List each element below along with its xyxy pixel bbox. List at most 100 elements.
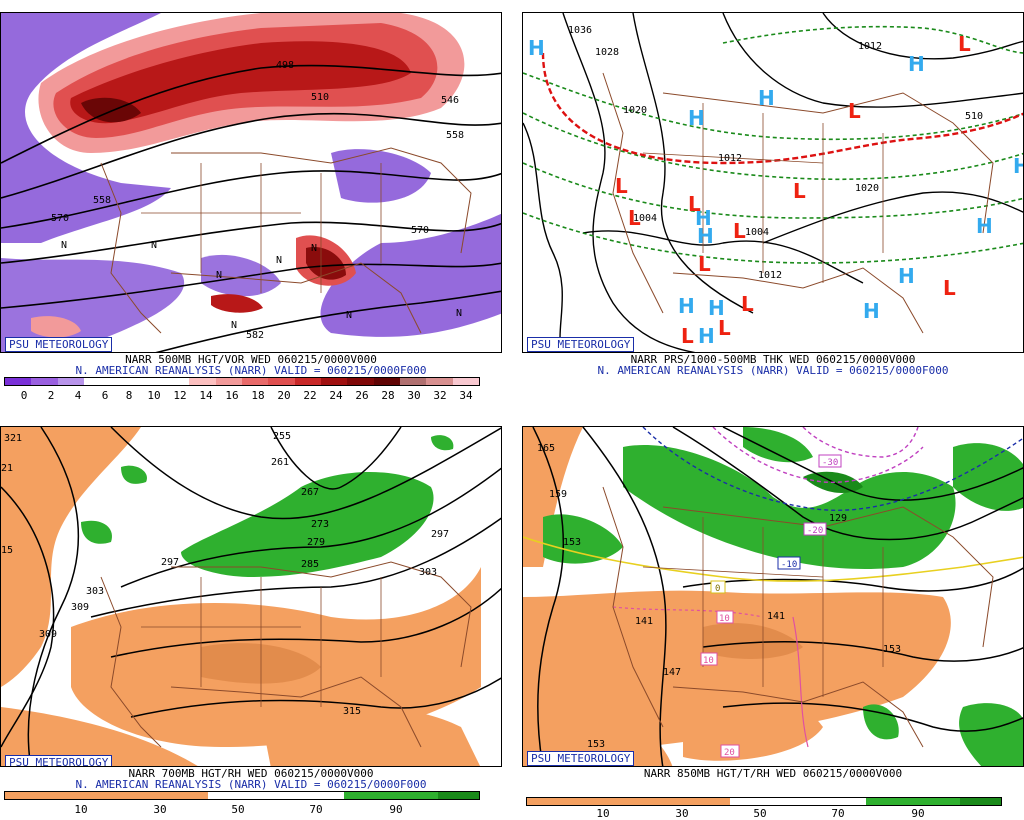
- high-pressure-marker: H: [678, 294, 695, 318]
- rh-colorbar: [4, 791, 480, 800]
- colorbar-tick: 0: [20, 389, 28, 402]
- svg-text:-20: -20: [807, 526, 823, 536]
- high-pressure-marker: H: [695, 206, 712, 230]
- low-pressure-marker: L: [688, 192, 701, 216]
- low-pressure-marker: L: [628, 206, 641, 230]
- contour-label: 303: [86, 586, 104, 597]
- high-pressure-marker: H: [697, 224, 714, 248]
- temp-label: -30: [818, 454, 842, 468]
- brand-label: PSU METEOROLOGY: [527, 751, 635, 766]
- colorbar-tick: 4: [74, 389, 82, 402]
- colorbar-tick: 26: [355, 389, 369, 402]
- high-pressure-marker: H: [976, 214, 993, 238]
- contour-label: 315: [343, 706, 361, 717]
- contour-label: 165: [537, 443, 555, 454]
- vort-marker: N: [276, 255, 282, 266]
- contour-label: 570: [411, 225, 429, 236]
- contour-label: 498: [276, 60, 294, 71]
- contour-label: 1028: [595, 47, 619, 58]
- contour-label: 558: [93, 195, 111, 206]
- low-pressure-marker: L: [698, 252, 711, 276]
- vort-marker: N: [61, 240, 67, 251]
- panel-850mb-t-rh: 165 159 153 129 141 141 147 153 153 -30 …: [522, 414, 1024, 820]
- svg-text:10: 10: [719, 614, 730, 624]
- colorbar-tick: 12: [173, 389, 187, 402]
- colorbar-tick: 18: [251, 389, 265, 402]
- low-pressure-marker: L: [681, 324, 694, 348]
- contour-label: 147: [663, 667, 681, 678]
- rh850-map-graphic: 165 159 153 129 141 141 147 153 153 -30 …: [523, 427, 1023, 766]
- map-700mb-rh: 321 255 261 21 267 273 279 15 285 297 29…: [0, 426, 502, 767]
- contour-label: 15: [1, 545, 13, 556]
- high-pressure-marker: H: [698, 324, 715, 348]
- contour-label: 153: [563, 537, 581, 548]
- low-pressure-marker: L: [733, 219, 746, 243]
- colorbar-tick: 10: [596, 807, 610, 820]
- colorbar-tick: 50: [753, 807, 767, 820]
- contour-label: 273: [311, 519, 329, 530]
- contour-label: 582: [246, 330, 264, 341]
- contour-label: 1012: [758, 270, 782, 281]
- contour-label: 129: [829, 513, 847, 524]
- pressure-map-graphic: 1036 1028 1020 1012 1004 1004 1012 1012 …: [523, 13, 1023, 352]
- brand-label: PSU METEOROLOGY: [5, 337, 113, 352]
- contour-label: 510: [965, 111, 983, 122]
- contour-label: 261: [271, 457, 289, 468]
- low-pressure-marker: L: [615, 174, 628, 198]
- contour-label: 309: [39, 629, 57, 640]
- low-pressure-marker: L: [958, 32, 971, 56]
- colorbar-tick: 8: [125, 389, 133, 402]
- contour-label: 558: [446, 130, 464, 141]
- colorbar-tick: 30: [407, 389, 421, 402]
- contour-label: 267: [301, 487, 319, 498]
- contour-label: 1012: [858, 41, 882, 52]
- vorticity-colorbar: [4, 377, 480, 386]
- contour-label: 1020: [623, 105, 647, 116]
- rh-colorbar-ticks: 10 30 50 70 90: [4, 803, 480, 816]
- panel-title-line1: NARR 850MB HGT/T/RH WED 060215/0000V000: [643, 767, 903, 780]
- high-pressure-marker: H: [528, 36, 545, 60]
- svg-text:-30: -30: [822, 458, 838, 468]
- contour-label: 303: [419, 567, 437, 578]
- colorbar-tick: 34: [459, 389, 473, 402]
- contour-label: 255: [273, 431, 291, 442]
- colorbar-tick: 14: [199, 389, 213, 402]
- colorbar-tick: 90: [389, 803, 403, 816]
- contour-label: 285: [301, 559, 319, 570]
- contour-label: 141: [767, 611, 785, 622]
- map-850mb-t-rh: 165 159 153 129 141 141 147 153 153 -30 …: [522, 426, 1024, 767]
- svg-text:0: 0: [715, 584, 720, 594]
- vort-marker: N: [151, 240, 157, 251]
- low-pressure-marker: L: [741, 292, 754, 316]
- colorbar-tick: 16: [225, 389, 239, 402]
- colorbar-tick: 10: [74, 803, 88, 816]
- panel-title-line2: N. AMERICAN REANALYSIS (NARR) VALID = 06…: [597, 364, 949, 377]
- contour-label: 510: [311, 92, 329, 103]
- contour-label: 1036: [568, 25, 592, 36]
- contour-label: 546: [441, 95, 459, 106]
- vort-marker: N: [346, 310, 352, 321]
- rh-colorbar-ticks: 10 30 50 70 90: [526, 807, 1002, 820]
- colorbar-tick: 30: [153, 803, 167, 816]
- brand-label: PSU METEOROLOGY: [527, 337, 635, 352]
- contour-label: 570: [51, 213, 69, 224]
- panel-title-line1: NARR PRS/1000-500MB THK WED 060215/0000V…: [630, 353, 916, 366]
- temp-label: 20: [720, 744, 740, 758]
- contour-label: 321: [4, 433, 22, 444]
- temp-label: -10: [777, 556, 801, 570]
- contour-label: 141: [635, 616, 653, 627]
- contour-label: 297: [431, 529, 449, 540]
- panel-title-line1: NARR 700MB HGT/RH WED 060215/0000V000: [128, 767, 374, 780]
- panel-title-line2: N. AMERICAN REANALYSIS (NARR) VALID = 06…: [75, 364, 427, 377]
- low-pressure-marker: L: [793, 179, 806, 203]
- contour-label: 153: [587, 739, 605, 750]
- contour-label: 297: [161, 557, 179, 568]
- vort-marker: N: [311, 243, 317, 254]
- colorbar-tick: 50: [231, 803, 245, 816]
- map-500mb-vorticity: 498 510 546 558 558 570 570 582 N N N N …: [0, 12, 502, 353]
- vort-marker: N: [231, 320, 237, 331]
- colorbar-tick: 22: [303, 389, 317, 402]
- vorticity-colorbar-ticks: 0 2 4 6 8 10 12 14 16 18 20 22 24 26 28 …: [4, 389, 480, 402]
- colorbar-tick: 70: [831, 807, 845, 820]
- contour-label: 279: [307, 537, 325, 548]
